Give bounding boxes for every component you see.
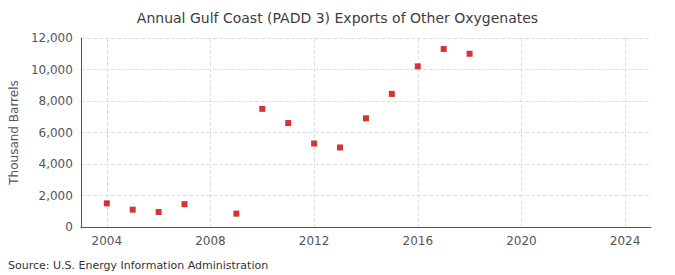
svg-text:2024: 2024 — [610, 234, 641, 248]
svg-text:8,000: 8,000 — [39, 94, 73, 108]
svg-text:10,000: 10,000 — [31, 63, 73, 77]
svg-text:6,000: 6,000 — [39, 126, 73, 140]
svg-text:0: 0 — [65, 220, 73, 234]
svg-text:12,000: 12,000 — [31, 31, 73, 45]
svg-text:2008: 2008 — [195, 234, 226, 248]
svg-text:2012: 2012 — [299, 234, 330, 248]
svg-text:2004: 2004 — [92, 234, 123, 248]
svg-text:Source: U.S. Energy Informatio: Source: U.S. Energy Information Administ… — [8, 259, 268, 272]
svg-text:2020: 2020 — [506, 234, 537, 248]
svg-text:4,000: 4,000 — [39, 157, 73, 171]
svg-text:Thousand Barrels: Thousand Barrels — [7, 80, 21, 185]
svg-text:2016: 2016 — [402, 234, 433, 248]
svg-text:2,000: 2,000 — [39, 189, 73, 203]
svg-text:Annual Gulf Coast (PADD 3) Exp: Annual Gulf Coast (PADD 3) Exports of Ot… — [137, 10, 538, 26]
